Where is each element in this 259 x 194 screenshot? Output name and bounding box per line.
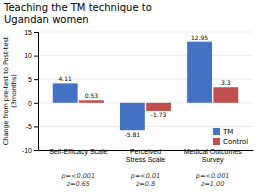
legend-swatch bbox=[213, 138, 220, 145]
y-tick-mark bbox=[34, 150, 38, 151]
y-tick: 0 bbox=[28, 100, 38, 107]
legend: TM Control bbox=[213, 128, 248, 146]
y-axis-line bbox=[34, 33, 39, 151]
bar bbox=[120, 103, 145, 130]
y-tick-mark bbox=[34, 126, 38, 127]
title: Teaching the TM technique toUgandan wome… bbox=[3, 2, 152, 25]
y-tick-mark bbox=[34, 56, 38, 57]
annotation: p=<0.001z=0.65 bbox=[60, 172, 95, 188]
legend-label: Control bbox=[223, 138, 248, 146]
x-tick-label: Self-Efficacy Scale bbox=[49, 148, 107, 156]
legend-label: TM bbox=[222, 128, 233, 136]
y-tick: 5 bbox=[28, 76, 38, 83]
data-labels: 4.11 -5.81 12.95 0.53 -1.73 3.3 bbox=[59, 34, 231, 138]
bar bbox=[187, 42, 212, 103]
y-tick-label: -10 bbox=[22, 147, 32, 154]
x-tick: Self-Efficacy Scale bbox=[49, 148, 107, 156]
y-tick-label: 5 bbox=[28, 76, 32, 83]
grid-line bbox=[38, 126, 253, 127]
y-tick-label: -5 bbox=[26, 123, 32, 130]
grid-line bbox=[38, 55, 253, 56]
legend-item: TM bbox=[213, 128, 233, 136]
grid bbox=[38, 32, 253, 150]
data-label: -5.81 bbox=[125, 131, 141, 138]
y-axis: -10 -5 0 5 10 15 bbox=[22, 29, 39, 154]
bars bbox=[53, 42, 239, 131]
y-tick-label: 15 bbox=[24, 29, 32, 36]
annotation: p=<0.001z=1.00 bbox=[195, 172, 230, 188]
y-axis-title: Change from pre-test to Post-test(3month… bbox=[2, 36, 18, 145]
x-tick: Medical OutcomesSurvey bbox=[184, 148, 242, 164]
data-label: 12.95 bbox=[191, 34, 208, 41]
y-tick-mark bbox=[34, 79, 38, 80]
data-label: 0.53 bbox=[85, 92, 99, 99]
y-tick: 10 bbox=[24, 52, 38, 59]
bar bbox=[53, 83, 78, 102]
data-label: -1.73 bbox=[151, 111, 167, 118]
y-tick: 15 bbox=[24, 29, 38, 36]
y-tick-label: 10 bbox=[24, 52, 32, 59]
grid-line bbox=[38, 32, 253, 33]
x-tick-label: PerceivedStress Scale bbox=[126, 148, 165, 163]
bar bbox=[79, 100, 104, 103]
bar bbox=[213, 87, 238, 103]
x-tick-label: Medical OutcomesSurvey bbox=[184, 148, 242, 164]
annotation: p=<0.01z=0.8 bbox=[130, 172, 161, 188]
y-tick: -5 bbox=[26, 123, 38, 130]
x-axis: Self-Efficacy Scale PerceivedStress Scale… bbox=[39, 148, 254, 164]
bar bbox=[146, 103, 171, 111]
data-label: 4.11 bbox=[59, 75, 73, 82]
x-tick: PerceivedStress Scale bbox=[126, 148, 165, 163]
data-label: 3.3 bbox=[221, 79, 231, 86]
y-tick: -10 bbox=[22, 147, 38, 154]
y-tick-mark bbox=[34, 32, 38, 33]
chart: Teaching the TM technique toUgandan wome… bbox=[0, 0, 259, 194]
y-tick-label: 0 bbox=[28, 100, 32, 107]
plot: 4.11 -5.81 12.95 0.53 -1.73 3.3 -10 -5 0 5 10 15 Sel… bbox=[22, 29, 254, 188]
legend-swatch bbox=[213, 128, 220, 135]
legend-item: Control bbox=[213, 138, 248, 146]
y-tick-mark bbox=[34, 103, 38, 104]
